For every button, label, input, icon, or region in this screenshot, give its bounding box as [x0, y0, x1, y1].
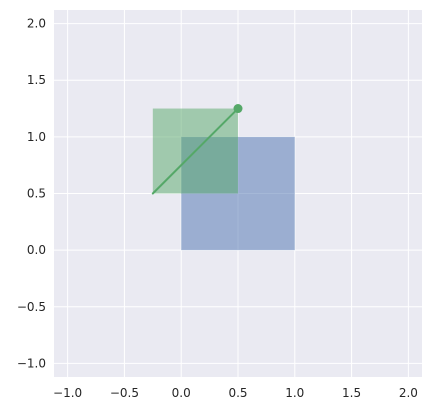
y-tick-label: 1.5: [27, 73, 46, 87]
y-tick-label: −0.5: [17, 300, 46, 314]
y-tick-label: 1.0: [27, 130, 46, 144]
x-tick-label: 1.5: [342, 386, 361, 400]
x-tick-label: 0.5: [228, 386, 247, 400]
endpoint-marker: [233, 104, 243, 114]
y-tick-label: 2.0: [27, 17, 46, 31]
y-tick-label: −1.0: [17, 356, 46, 370]
y-tick-label: 0.0: [27, 243, 46, 257]
x-tick-label: −1.0: [53, 386, 82, 400]
green-segment: [151, 107, 239, 195]
data-layer: [151, 104, 295, 251]
x-axis-ticks: −1.0 −0.5 0.0 0.5 1.0 1.5 2.0: [53, 386, 418, 400]
x-tick-label: 1.0: [285, 386, 304, 400]
x-tick-label: 2.0: [399, 386, 418, 400]
y-tick-label: 0.5: [27, 187, 46, 201]
x-tick-label: 0.0: [172, 386, 191, 400]
x-tick-label: −0.5: [110, 386, 139, 400]
y-axis-ticks: −1.0 −0.5 0.0 0.5 1.0 1.5 2.0: [17, 17, 46, 371]
